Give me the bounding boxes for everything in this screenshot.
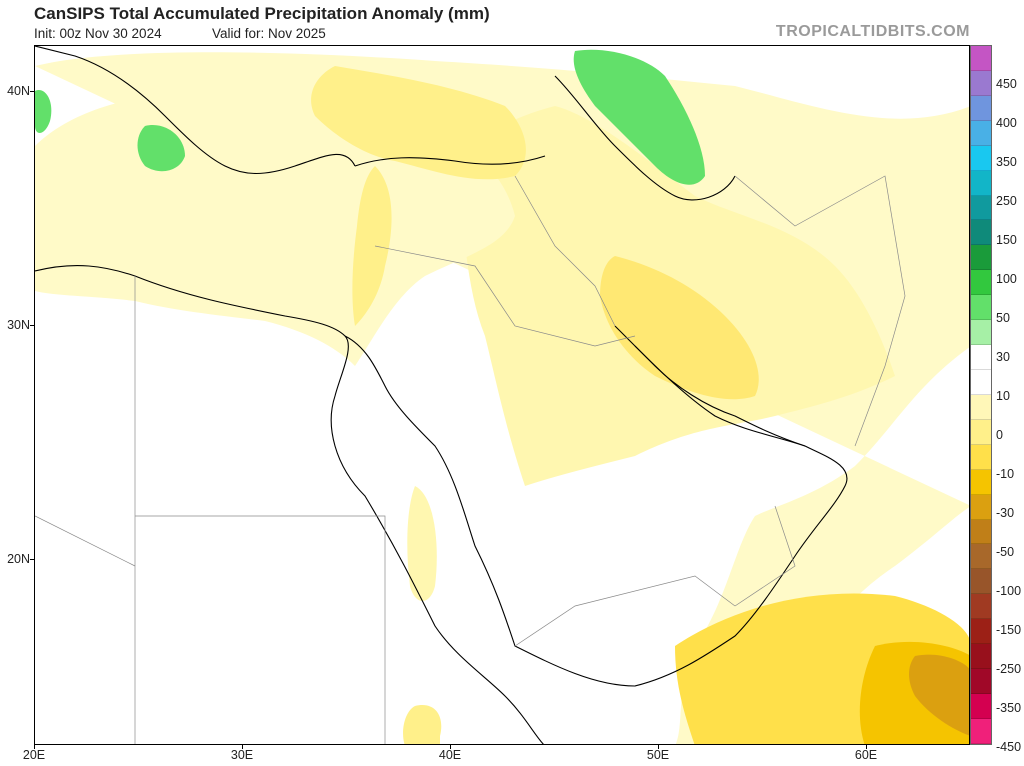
lon-tick	[866, 745, 867, 749]
colorbar-segment	[971, 469, 991, 495]
colorbar-segment	[971, 519, 991, 545]
shade-orange-arabian-sea	[909, 654, 969, 736]
colorbar-label: -100	[996, 584, 1022, 598]
colorbar-segment	[971, 369, 991, 395]
colorbar-label: -350	[996, 701, 1022, 715]
lat-tick	[30, 559, 34, 560]
colorbar-label: -30	[996, 506, 1015, 520]
colorbar-label: 30	[996, 350, 1010, 364]
colorbar-segment	[971, 245, 991, 271]
lon-tick	[658, 745, 659, 749]
shade-yellow-redsea	[407, 486, 437, 601]
border-iraq	[374, 245, 636, 347]
colorbar-segment	[971, 95, 991, 121]
lon-tick	[34, 745, 35, 749]
colorbar-segment	[971, 195, 991, 221]
colorbar-segment	[971, 220, 991, 246]
colorbar-segment	[971, 419, 991, 445]
colorbar-segment	[971, 594, 991, 620]
anomaly-shading	[35, 49, 969, 744]
colorbar-segment	[971, 693, 991, 719]
colorbar-label: -10	[996, 467, 1015, 481]
colorbar-label: 450	[996, 77, 1017, 91]
colorbar-segment	[971, 644, 991, 670]
colorbar-segment	[971, 145, 991, 171]
init-time: Init: 00z Nov 30 2024	[34, 26, 162, 41]
lon-tick	[450, 745, 451, 749]
border-afghanistan	[734, 175, 906, 447]
colorbar-segment	[971, 394, 991, 420]
colorbar-segment	[971, 120, 991, 146]
valid-time: Valid for: Nov 2025	[212, 26, 326, 41]
colorbar-label: 400	[996, 116, 1017, 130]
coast-persian-gulf	[634, 345, 806, 447]
colorbar-label: -50	[996, 545, 1015, 559]
border-chad	[35, 515, 136, 567]
colorbar-segment	[971, 46, 991, 71]
border-egypt-sudan	[135, 515, 386, 744]
border-oman	[734, 505, 796, 607]
map-canvas	[35, 46, 969, 744]
shade-yellow-yemen	[403, 705, 442, 744]
colorbar-label: 350	[996, 155, 1017, 169]
colorbar-segment	[971, 718, 991, 744]
lat-label-30n: 30N	[7, 318, 30, 332]
map-subtitle: Init: 00z Nov 30 2024 Valid for: Nov 202…	[34, 26, 326, 41]
colorbar	[970, 45, 992, 745]
shade-green-greece	[35, 90, 52, 133]
colorbar-segment	[971, 320, 991, 346]
lat-label-20n: 20N	[7, 552, 30, 566]
lon-label-50e: 50E	[646, 748, 670, 762]
colorbar-label: -250	[996, 662, 1022, 676]
border-yemen-saudi	[514, 575, 736, 647]
colorbar-segment	[971, 70, 991, 96]
colorbar-segment	[971, 270, 991, 296]
lon-label-30e: 30E	[230, 748, 254, 762]
shade-yellow-zagros	[600, 256, 759, 400]
colorbar-segment	[971, 494, 991, 520]
shade-yellow-turkey	[311, 66, 526, 180]
colorbar-label: 150	[996, 233, 1017, 247]
coast-africa-redsea	[35, 265, 544, 744]
shade-green-aegean	[137, 125, 185, 172]
borders	[35, 175, 906, 744]
shade-green-caucasus	[573, 49, 705, 185]
coast-turkey-south	[354, 155, 546, 167]
map-title: CanSIPS Total Accumulated Precipitation …	[34, 4, 490, 23]
brand-watermark[interactable]: TROPICALTIDBITS.COM	[775, 23, 970, 40]
lat-tick	[30, 91, 34, 92]
colorbar-segment	[971, 544, 991, 570]
colorbar-segment	[971, 669, 991, 694]
lon-label-40e: 40E	[438, 748, 462, 762]
colorbar-label: -450	[996, 740, 1022, 754]
colorbar-label: 250	[996, 194, 1017, 208]
coast-aegean	[35, 46, 356, 174]
lon-label-60e: 60E	[854, 748, 878, 762]
colorbar-label: 0	[996, 428, 1003, 442]
colorbar-segment	[971, 619, 991, 645]
shade-yellow-syria	[352, 166, 392, 326]
coast-arabia	[344, 325, 848, 687]
lat-label-40n: 40N	[7, 84, 30, 98]
lat-tick	[30, 325, 34, 326]
border-iran-iraq	[514, 175, 616, 327]
colorbar-label: 50	[996, 311, 1010, 325]
lon-label-20e: 20E	[22, 748, 46, 762]
colorbar-segment	[971, 444, 991, 470]
precipitation-anomaly-map	[34, 45, 970, 745]
lon-tick	[242, 745, 243, 749]
colorbar-label: 100	[996, 272, 1017, 286]
colorbar-segment	[971, 569, 991, 595]
colorbar-segment	[971, 345, 991, 370]
colorbar-segment	[971, 295, 991, 321]
coastlines	[35, 46, 848, 744]
colorbar-label: -150	[996, 623, 1022, 637]
colorbar-label: 10	[996, 389, 1010, 403]
coast-caspian	[554, 75, 736, 201]
colorbar-segment	[971, 170, 991, 196]
